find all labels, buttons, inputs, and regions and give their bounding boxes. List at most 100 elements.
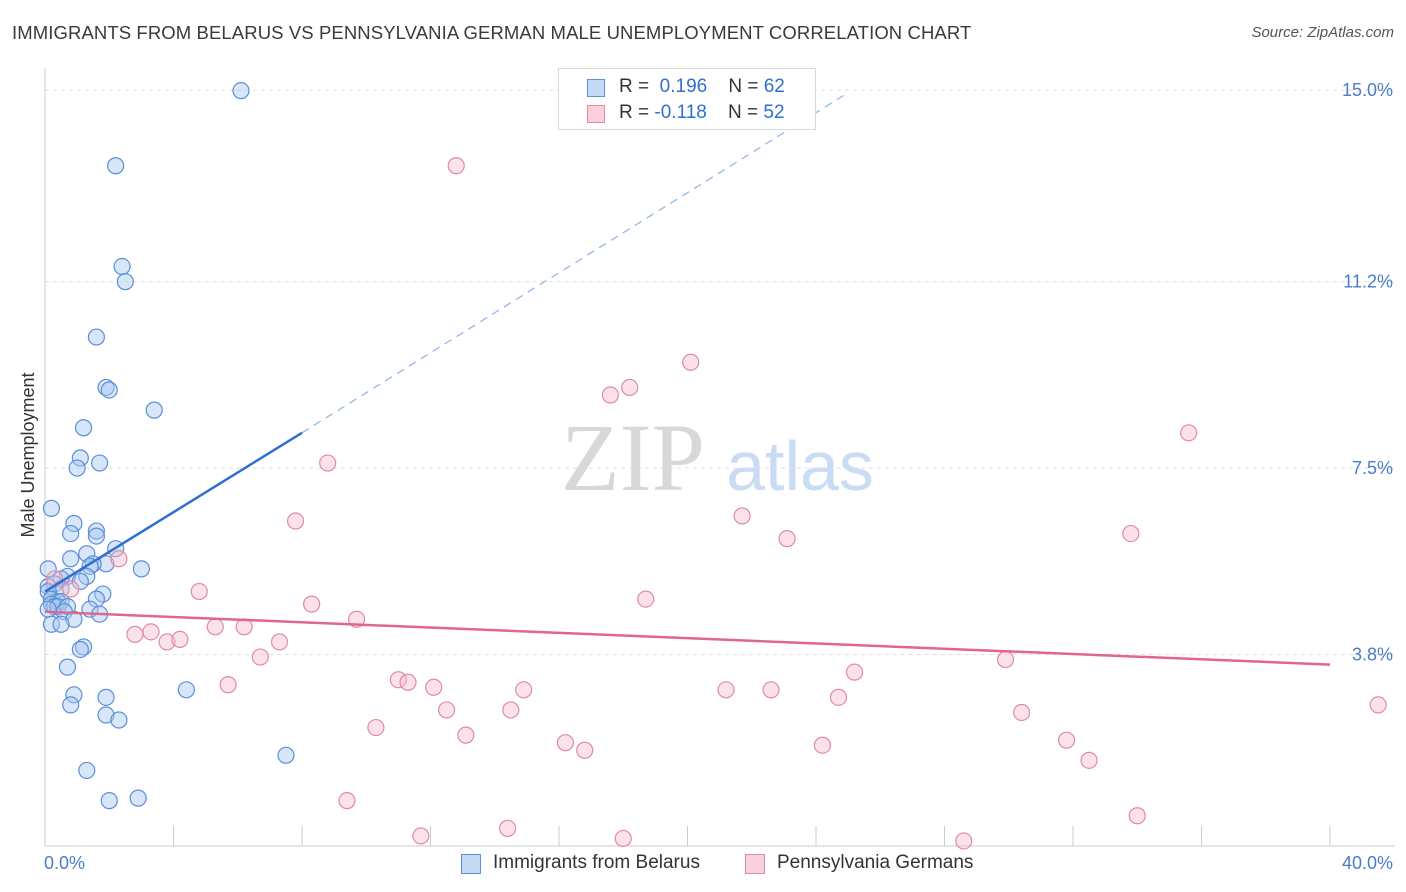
penn-point-15 xyxy=(637,590,655,608)
penn-point-22 xyxy=(171,630,189,649)
penn-point-9 xyxy=(1122,524,1140,543)
penn-point-6 xyxy=(286,512,305,530)
belarus-point-51 xyxy=(58,658,77,676)
penn-point-2 xyxy=(601,386,620,404)
penn-point-0 xyxy=(447,157,465,175)
series-belarus-points xyxy=(39,82,295,810)
belarus-point-16 xyxy=(87,527,106,545)
penn-point-30 xyxy=(425,678,443,696)
penn-point-37 xyxy=(502,701,520,719)
penn-point-46 xyxy=(338,792,356,810)
penn-point-45 xyxy=(1080,751,1098,769)
penn-point-3 xyxy=(621,378,639,397)
y-tick-labels: 3.8% 7.5% 11.2% 15.0% xyxy=(1342,80,1393,664)
penn-point-5 xyxy=(319,454,337,472)
x-tick-labels: 0.0% 40.0% xyxy=(44,853,1393,873)
legend-r-label: R = xyxy=(619,76,650,97)
penn-point-21 xyxy=(158,633,176,651)
penn-point-1 xyxy=(682,353,700,371)
legend-n-value-penn: 52 xyxy=(763,102,785,123)
belarus-point-50 xyxy=(71,640,89,659)
penn-point-36 xyxy=(437,701,456,719)
belarus-point-0 xyxy=(232,82,250,100)
penn-point-12 xyxy=(62,580,80,598)
belarus-point-48 xyxy=(52,615,70,633)
penn-point-47 xyxy=(1128,807,1146,825)
trend-line-belarus xyxy=(44,431,303,593)
penn-point-43 xyxy=(1057,731,1076,749)
legend-n-label: N = xyxy=(727,102,759,123)
legend-n-value-belarus: 62 xyxy=(763,76,785,97)
belarus-point-7 xyxy=(145,401,163,419)
penn-point-51 xyxy=(955,832,973,850)
penn-point-20 xyxy=(142,623,160,641)
belarus-point-5 xyxy=(97,378,115,397)
legend-r-value-penn: -0.118 xyxy=(654,102,707,123)
penn-point-50 xyxy=(412,827,430,845)
penn-point-28 xyxy=(399,673,417,691)
y-tick-label-1: 7.5% xyxy=(1352,458,1393,478)
belarus-point-60 xyxy=(100,792,118,810)
belarus-point-11 xyxy=(68,459,86,477)
watermark-zip: ZIP xyxy=(561,404,705,511)
penn-point-13 xyxy=(190,582,208,601)
belarus-point-23 xyxy=(132,560,150,578)
legend-r-value-belarus: 0.196 xyxy=(659,76,708,97)
penn-point-31 xyxy=(515,681,533,699)
penn-point-4 xyxy=(1180,424,1198,442)
belarus-point-12 xyxy=(42,499,61,517)
source-label: Source: ZipAtlas.com xyxy=(1251,24,1394,41)
penn-point-42 xyxy=(813,736,832,754)
x-tick-label-1: 40.0% xyxy=(1342,853,1393,873)
belarus-point-2 xyxy=(113,257,131,276)
belarus-point-49 xyxy=(74,638,93,656)
penn-point-44 xyxy=(576,741,594,759)
belarus-point-18 xyxy=(78,545,96,563)
penn-point-32 xyxy=(717,681,735,699)
belarus-point-53 xyxy=(97,688,115,706)
y-axis-label: Male Unemployment xyxy=(18,372,38,537)
penn-point-25 xyxy=(996,650,1015,669)
penn-point-26 xyxy=(845,663,864,681)
stats-legend: R = 0.196 N = 62 R = -0.118 N = 52 xyxy=(558,68,816,130)
belarus-point-52 xyxy=(65,686,83,704)
penn-point-19 xyxy=(126,625,144,643)
bottom-legend-swatch-belarus xyxy=(461,854,481,874)
y-tick-label-3: 15.0% xyxy=(1342,80,1393,100)
belarus-point-14 xyxy=(87,522,106,540)
belarus-point-1 xyxy=(107,157,125,175)
legend-swatch-penn xyxy=(587,105,605,123)
trend-line-belarus-extension xyxy=(301,92,849,434)
penn-point-14 xyxy=(303,595,321,613)
penn-point-29 xyxy=(219,676,237,694)
belarus-point-15 xyxy=(62,524,80,543)
penn-point-35 xyxy=(1369,696,1387,714)
belarus-point-19 xyxy=(62,550,80,568)
belarus-point-58 xyxy=(277,746,295,764)
belarus-point-57 xyxy=(110,711,128,729)
belarus-point-56 xyxy=(97,706,115,724)
series-penn-points xyxy=(46,157,1387,850)
penn-point-7 xyxy=(733,507,751,525)
grid-lines xyxy=(45,89,1395,656)
belarus-point-24 xyxy=(39,560,57,578)
legend-swatch-belarus xyxy=(587,79,605,97)
penn-point-8 xyxy=(778,530,796,548)
legend-n-label: N = xyxy=(728,76,759,97)
penn-point-34 xyxy=(829,688,848,706)
belarus-point-46 xyxy=(65,610,83,628)
belarus-point-42 xyxy=(39,600,57,618)
watermark-atlas: atlas xyxy=(726,427,874,505)
penn-point-33 xyxy=(762,681,780,699)
belarus-point-55 xyxy=(62,696,80,714)
belarus-point-47 xyxy=(42,615,61,633)
penn-point-24 xyxy=(251,648,269,666)
belarus-point-8 xyxy=(74,419,93,437)
penn-point-38 xyxy=(1012,703,1031,722)
belarus-point-4 xyxy=(87,328,106,346)
trend-lines xyxy=(44,92,1331,666)
trend-line-penn xyxy=(44,610,1331,666)
penn-point-39 xyxy=(367,718,385,737)
bottom-legend-label-belarus: Immigrants from Belarus xyxy=(493,852,700,873)
